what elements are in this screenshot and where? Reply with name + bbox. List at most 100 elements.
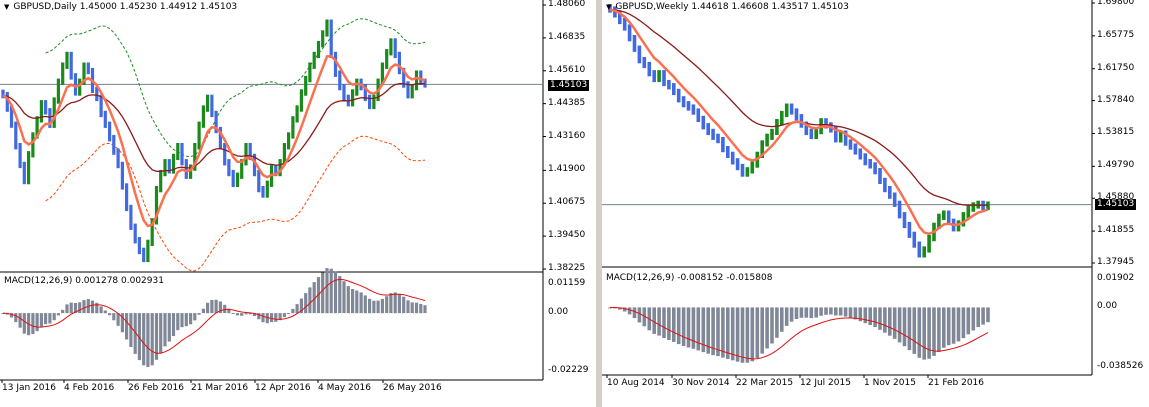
collapse-triangle-icon[interactable]: ▼	[4, 3, 10, 11]
macd-tick-label: -0.038526	[1097, 361, 1144, 371]
price-bar	[218, 126, 222, 150]
macd-histogram-bar	[368, 298, 372, 314]
macd-histogram-bar	[780, 307, 784, 332]
chart-window-daily[interactable]: ▼ GBPUSD,Daily 1.45000 1.45230 1.44912 1.…	[0, 0, 596, 407]
macd-histogram-bar	[716, 307, 720, 357]
macd-histogram-bar	[154, 313, 159, 360]
macd-histogram-bar	[770, 307, 774, 344]
weekly-current-price-tag: 1.45103	[1095, 199, 1137, 210]
price-tick-label: 1.57840	[1097, 94, 1135, 105]
macd-histogram-bar	[632, 307, 637, 319]
price-bar	[873, 162, 877, 175]
weekly-macd-label: MACD(12,26,9) -0.008152 -0.015808	[606, 273, 773, 283]
macd-histogram-bar	[873, 307, 877, 328]
macd-histogram-bar	[696, 307, 701, 351]
macd-histogram-bar	[755, 307, 760, 359]
macd-histogram-bar	[961, 307, 966, 339]
macd-histogram-bar	[883, 307, 887, 333]
price-bar	[265, 180, 269, 198]
price-tick-label: 1.37945	[1097, 257, 1135, 267]
macd-histogram-bar	[907, 307, 912, 351]
macd-histogram-bar	[642, 307, 647, 327]
price-bar	[410, 84, 414, 99]
macd-histogram-bar	[287, 313, 291, 315]
macd-histogram-bar	[116, 313, 120, 326]
macd-histogram-bar	[897, 307, 902, 343]
price-bar	[652, 70, 656, 83]
macd-histogram-bar	[380, 298, 384, 314]
price-bar	[78, 78, 82, 96]
macd-histogram-bar	[295, 304, 299, 314]
price-bar	[65, 51, 69, 69]
price-bar	[775, 119, 779, 135]
macd-signal-line	[609, 306, 989, 360]
price-tick-label: 1.43160	[548, 130, 586, 141]
macd-histogram-bar	[363, 295, 367, 314]
collapse-triangle-icon[interactable]: ▼	[606, 3, 612, 11]
price-bar	[848, 139, 853, 150]
macd-histogram-bar	[325, 268, 329, 314]
price-bar	[701, 115, 706, 130]
slow-moving-average	[2, 82, 426, 173]
price-bar	[180, 143, 184, 166]
price-bar	[22, 161, 26, 185]
price-bar	[316, 41, 321, 59]
price-bar	[794, 108, 799, 121]
price-bar	[834, 126, 838, 143]
price-bar	[163, 159, 167, 177]
price-bar	[325, 19, 329, 37]
price-bar	[197, 121, 201, 150]
price-bar	[35, 116, 39, 139]
macd-histogram-bar	[48, 313, 52, 324]
price-bar	[9, 105, 14, 128]
price-bar	[888, 186, 892, 199]
macd-histogram-bar	[257, 313, 261, 320]
macd-histogram-bar	[82, 300, 86, 314]
price-bar	[696, 108, 701, 122]
price-tick-label: 1.38225	[548, 263, 586, 273]
macd-histogram-bar	[346, 286, 350, 314]
macd-histogram-bar	[282, 313, 286, 318]
chart-window-weekly[interactable]: ▼ GBPUSD,Weekly 1.44618 1.46608 1.43517 1…	[602, 0, 1149, 407]
price-tick-label: 1.45880	[1097, 192, 1135, 203]
price-bar	[355, 78, 359, 96]
price-bar	[423, 78, 427, 88]
macd-histogram-bar	[701, 307, 706, 353]
price-bar	[618, 11, 622, 25]
macd-histogram-bar	[946, 307, 951, 346]
macd-histogram-bar	[125, 313, 129, 340]
daily-price-chart[interactable]	[0, 0, 596, 407]
macd-histogram-bar	[312, 282, 316, 314]
macd-histogram-bar	[240, 313, 244, 316]
macd-histogram-bar	[14, 313, 18, 323]
macd-histogram-bar	[789, 307, 794, 322]
weekly-price-chart[interactable]	[602, 0, 1149, 407]
macd-histogram-bar	[848, 307, 853, 318]
price-bar	[632, 35, 637, 52]
macd-histogram-bar	[44, 313, 48, 325]
macd-histogram-bar	[824, 307, 828, 315]
macd-histogram-bar	[108, 313, 112, 316]
price-bar	[99, 94, 103, 118]
macd-histogram-bar	[662, 307, 666, 338]
macd-histogram-bar	[61, 309, 65, 314]
price-bar	[942, 210, 946, 220]
macd-histogram-bar	[389, 293, 393, 314]
price-bar	[159, 169, 163, 193]
price-bar	[730, 151, 735, 165]
macd-histogram-bar	[410, 302, 414, 314]
macd-histogram-bar	[342, 281, 346, 314]
macd-histogram-bar	[721, 307, 725, 358]
macd-histogram-bar	[976, 307, 980, 328]
macd-histogram-bar	[393, 292, 397, 314]
macd-histogram-bar	[308, 287, 312, 314]
macd-histogram-bar	[35, 313, 39, 332]
price-bar	[799, 114, 804, 128]
macd-histogram-bar	[265, 313, 269, 324]
price-tick-label: 1.48060	[548, 0, 586, 9]
macd-histogram-bar	[414, 302, 419, 314]
price-tick-label: 1.46835	[548, 31, 586, 42]
price-bar	[863, 153, 868, 166]
daily-macd-label: MACD(12,26,9) 0.001278 0.002931	[4, 276, 164, 286]
macd-histogram-bar	[73, 303, 78, 314]
